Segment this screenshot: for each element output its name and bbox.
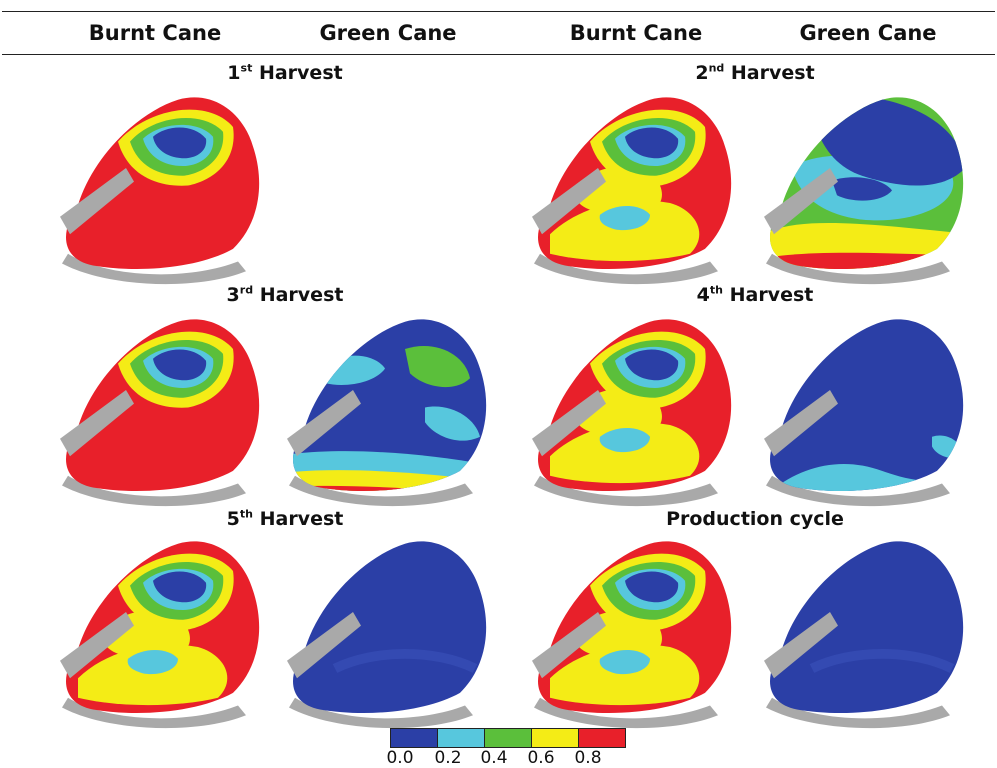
column-header-green-1: Green Cane	[319, 21, 457, 45]
header-rule	[2, 54, 995, 55]
legend-tick: 0.2	[434, 748, 462, 768]
panel-number: 2	[695, 62, 709, 84]
map-h5-burnt	[48, 532, 273, 729]
panel-suffix: st	[240, 61, 253, 75]
map-h2-burnt	[520, 88, 745, 285]
panel-number: 1	[227, 62, 241, 84]
column-header-green-2: Green Cane	[799, 21, 937, 45]
panel-number: 3	[226, 284, 240, 306]
panel-title-harvest-3: 3rd Harvest	[85, 284, 485, 306]
panel-number: 4	[696, 284, 710, 306]
panel-suffix: nd	[708, 61, 725, 75]
panel-number: 5	[226, 508, 240, 530]
panel-title-harvest-5: 5th Harvest	[85, 508, 485, 530]
panel-title-harvest-4: 4th Harvest	[555, 284, 955, 306]
column-header-burnt-2: Burnt Cane	[569, 21, 703, 45]
top-rule	[2, 11, 995, 12]
panel-word: Harvest	[730, 62, 815, 84]
panel-word: Production cycle	[666, 508, 844, 530]
legend-swatch-1	[438, 729, 485, 747]
map-h4-green	[752, 310, 977, 507]
map-h5-green	[275, 532, 500, 729]
panel-word: Harvest	[729, 284, 814, 306]
legend-swatch-3	[532, 729, 579, 747]
panel-title-production-cycle: Production cycle	[555, 508, 955, 530]
legend-tick: 0.6	[527, 748, 555, 768]
legend-swatch-0	[391, 729, 438, 747]
map-h3-burnt	[48, 310, 273, 507]
panel-suffix: th	[709, 283, 723, 297]
map-cycle-green	[752, 532, 977, 729]
color-scale-legend	[390, 728, 626, 748]
panel-suffix: rd	[239, 283, 254, 297]
panel-word: Harvest	[259, 508, 344, 530]
legend-tick-labels: 0.0 0.2 0.4 0.6 0.8	[370, 748, 650, 768]
map-cycle-burnt	[520, 532, 745, 729]
panel-title-harvest-2: 2nd Harvest	[555, 62, 955, 84]
panel-title-harvest-1: 1st Harvest	[85, 62, 485, 84]
legend-swatch-4	[579, 729, 625, 747]
legend-tick: 0.0	[386, 748, 414, 768]
legend-swatch-2	[485, 729, 532, 747]
map-h2-green	[752, 88, 977, 285]
panel-word: Harvest	[259, 284, 344, 306]
map-h4-burnt	[520, 310, 745, 507]
map-h1-burnt	[48, 88, 273, 285]
legend-tick: 0.8	[574, 748, 602, 768]
column-header-burnt-1: Burnt Cane	[88, 21, 222, 45]
legend-tick: 0.4	[480, 748, 508, 768]
map-h3-green	[275, 310, 500, 507]
panel-suffix: th	[239, 507, 253, 521]
panel-word: Harvest	[258, 62, 343, 84]
